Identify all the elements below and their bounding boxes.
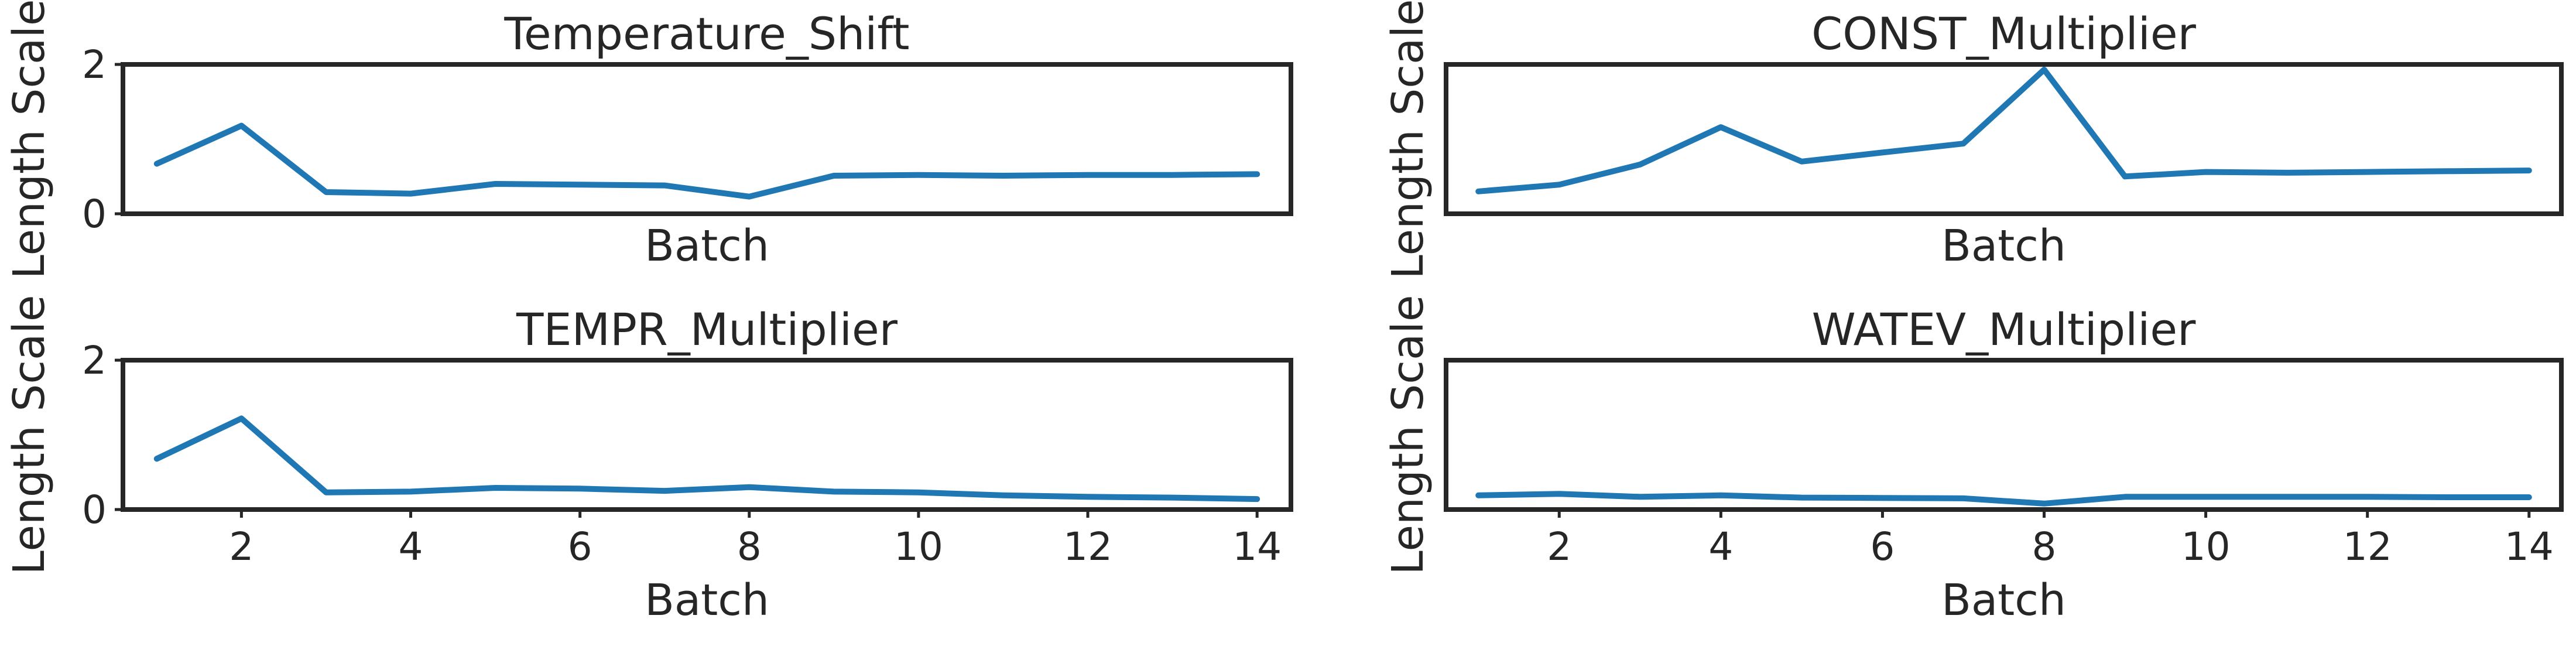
subplot-title: Temperature_Shift [503,8,909,60]
y-axis-label: Length Scale [1383,0,1433,279]
y-tick-label: 2 [82,338,107,383]
axes-frame [121,62,1293,216]
x-tick-label: 8 [737,524,762,569]
x-axis-label: Batch [1941,575,2066,626]
y-axis-label: Length Scale [4,295,54,575]
series-line [1475,66,2532,194]
subplot-title: TEMPR_Multiplier [516,303,898,356]
x-axis-label: Batch [1941,221,2066,271]
x-tick-label: 14 [1232,524,1282,569]
subplot-4: 2 4 6 8 10 12 14 WATEV_Multiplier Batch Length Sc… [1383,295,2564,626]
series-line [153,122,1260,200]
series-line [153,415,1260,503]
axes-frame [121,358,1293,512]
axes-frame [1444,62,2564,216]
subplot-2: CONST_Multiplier Batch Length Scale [1383,0,2564,279]
x-tick-label: 2 [1547,524,1571,569]
x-tick-label: 12 [2343,524,2392,569]
x-tick-label: 4 [1708,524,1733,569]
axes-frame [1444,358,2564,512]
x-tick-label: 6 [568,524,592,569]
y-tick-label: 0 [82,192,107,237]
subplot-title: WATEV_Multiplier [1812,303,2197,356]
x-tick-label: 6 [1870,524,1895,569]
x-tick-label: 4 [399,524,423,569]
y-tick-label: 2 [82,42,107,87]
x-tick-label: 8 [2032,524,2057,569]
y-axis-label: Length Scale [4,0,54,279]
series-line [1475,491,2532,507]
subplot-title: CONST_Multiplier [1811,8,2196,60]
subplot-1: 0 2 Temperature_Shift Batch Length Scale [4,0,1293,279]
x-axis-label: Batch [645,221,769,271]
y-axis-label: Length Scale [1383,295,1433,575]
x-tick-label: 14 [2505,524,2554,569]
x-tick-label: 10 [894,524,943,569]
y-tick-label: 0 [82,487,107,532]
x-axis-label: Batch [645,575,769,626]
x-tick-label: 10 [2181,524,2231,569]
subplot-3: 0 2 2 4 6 8 10 12 14 TEMPR_Multiplier Batch Length … [4,295,1293,626]
x-tick-label: 12 [1063,524,1112,569]
x-tick-label: 2 [229,524,254,569]
